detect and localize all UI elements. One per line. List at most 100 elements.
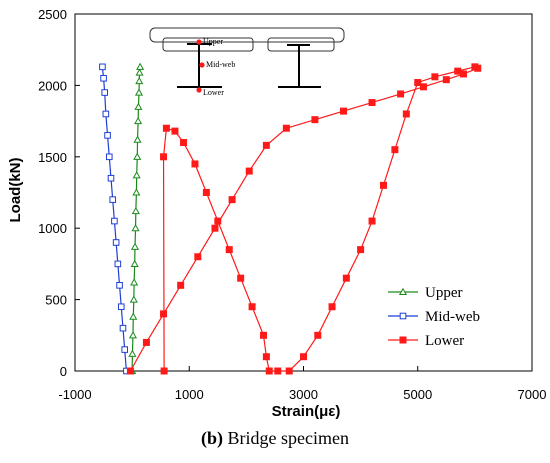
data-point bbox=[402, 110, 410, 118]
data-point bbox=[107, 174, 115, 182]
caption-letter: (b) bbox=[201, 428, 224, 448]
y-tick-label: 1000 bbox=[38, 221, 67, 236]
data-point bbox=[128, 349, 137, 357]
data-point bbox=[228, 196, 236, 204]
data-point bbox=[126, 367, 134, 375]
series-line bbox=[129, 66, 480, 372]
data-point bbox=[114, 260, 122, 268]
data-point bbox=[177, 281, 185, 289]
data-point bbox=[102, 110, 110, 118]
data-point bbox=[116, 282, 123, 289]
data-point bbox=[245, 167, 253, 175]
data-point bbox=[274, 367, 282, 375]
data-point bbox=[339, 107, 347, 115]
bridge-section-inset: Upper Mid-web Lower bbox=[149, 27, 345, 97]
data-point bbox=[225, 246, 233, 254]
data-point bbox=[357, 246, 365, 254]
legend-label: Upper bbox=[425, 285, 463, 301]
data-point bbox=[160, 153, 168, 161]
data-point bbox=[194, 253, 202, 261]
x-tick-label: -1000 bbox=[58, 387, 91, 402]
data-point bbox=[130, 242, 140, 250]
data-point bbox=[431, 73, 439, 81]
data-point bbox=[180, 139, 188, 147]
data-point bbox=[99, 63, 106, 71]
series-lower bbox=[126, 63, 482, 375]
data-point bbox=[129, 295, 138, 303]
figure-caption: (b) Bridge specimen bbox=[0, 428, 550, 449]
data-point bbox=[131, 223, 140, 232]
data-point bbox=[414, 79, 422, 87]
data-point bbox=[260, 331, 268, 339]
legend: Upper Mid-web Lower bbox=[388, 285, 480, 349]
load-strain-chart: Upper Mid-web Lower -1000 1000 3000 5000 7000 0… bbox=[7, 7, 547, 420]
data-point bbox=[135, 76, 144, 85]
data-point bbox=[342, 274, 350, 282]
data-point bbox=[368, 217, 376, 225]
data-point bbox=[130, 259, 139, 267]
y-tick-label: 0 bbox=[60, 364, 67, 379]
data-point bbox=[104, 132, 111, 139]
series-mid-web bbox=[99, 63, 130, 375]
data-point bbox=[262, 141, 270, 149]
data-point bbox=[130, 278, 139, 286]
data-point bbox=[160, 367, 168, 375]
data-point bbox=[142, 338, 150, 346]
data-point bbox=[202, 189, 210, 196]
data-point bbox=[471, 63, 479, 71]
data-point bbox=[399, 336, 407, 344]
data-point bbox=[328, 303, 336, 311]
data-point bbox=[265, 367, 273, 375]
inset-deck-outer bbox=[149, 27, 345, 43]
x-tick-label: 7000 bbox=[518, 387, 547, 402]
data-point bbox=[262, 353, 270, 361]
y-tick-label: 2000 bbox=[38, 78, 67, 93]
inset-gauge-dot bbox=[196, 87, 202, 93]
x-tick-label: 1000 bbox=[175, 387, 204, 402]
data-point bbox=[100, 74, 107, 82]
y-tick-label: 2500 bbox=[38, 7, 67, 22]
data-point bbox=[454, 67, 462, 75]
legend-label: Lower bbox=[425, 333, 464, 349]
data-point bbox=[133, 135, 142, 143]
data-point bbox=[368, 99, 376, 107]
y-tick-label: 1500 bbox=[38, 150, 67, 165]
series-line bbox=[131, 66, 141, 372]
data-point bbox=[397, 90, 405, 98]
data-point bbox=[442, 76, 450, 84]
y-axis-title: Load(kN) bbox=[7, 158, 24, 223]
inset-gauge-dot bbox=[196, 39, 202, 45]
data-point bbox=[134, 102, 143, 110]
data-point bbox=[459, 70, 467, 78]
data-point bbox=[121, 346, 128, 353]
inset-gauge-dot bbox=[199, 62, 205, 68]
data-point bbox=[128, 331, 138, 339]
data-point bbox=[117, 303, 125, 311]
data-point bbox=[314, 331, 322, 339]
data-point bbox=[101, 89, 109, 96]
data-point bbox=[419, 83, 427, 91]
data-point bbox=[391, 146, 399, 154]
caption-text: Bridge specimen bbox=[223, 428, 349, 448]
data-point bbox=[282, 124, 290, 132]
data-point bbox=[109, 196, 117, 203]
data-point bbox=[211, 224, 219, 232]
data-point bbox=[237, 274, 245, 282]
data-point bbox=[171, 127, 179, 135]
data-point bbox=[398, 287, 408, 296]
data-point bbox=[248, 303, 256, 311]
y-tick-label: 500 bbox=[45, 293, 67, 308]
data-point bbox=[105, 153, 113, 161]
series-upper bbox=[128, 62, 145, 375]
x-tick-label: 5000 bbox=[403, 387, 432, 402]
inset-gauge-label: Mid-web bbox=[206, 60, 235, 69]
data-point bbox=[160, 310, 168, 318]
data-point bbox=[399, 312, 407, 320]
data-point bbox=[133, 152, 142, 160]
data-point bbox=[379, 181, 387, 189]
data-point bbox=[191, 160, 199, 168]
data-point bbox=[285, 367, 293, 375]
x-tick-label: 3000 bbox=[289, 387, 318, 402]
inset-deck-right bbox=[267, 37, 335, 52]
